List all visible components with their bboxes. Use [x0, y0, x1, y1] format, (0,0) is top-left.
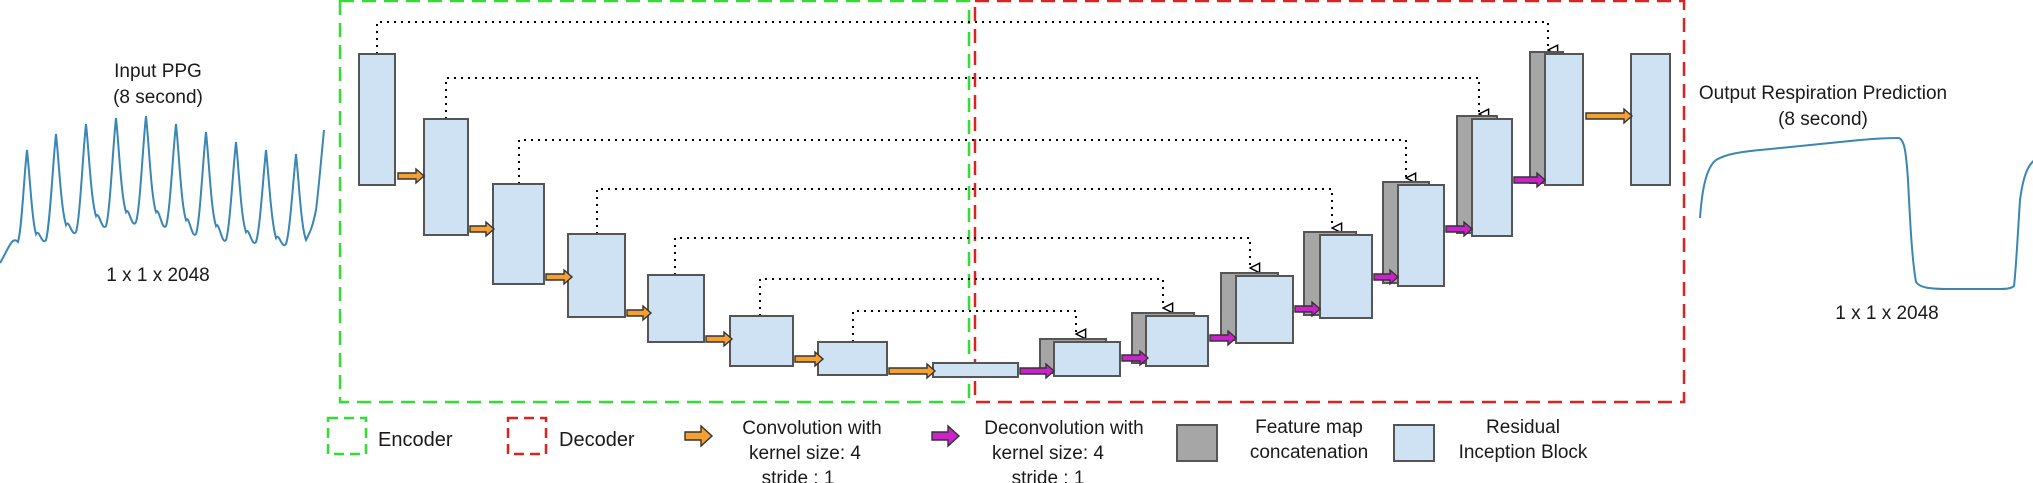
decoder-block-5: [1397, 184, 1445, 287]
skip-connection-6: [759, 278, 1163, 316]
skip-connection-4: [596, 188, 1332, 234]
legend-encoder-label: Encoder: [378, 429, 453, 451]
legend-block-swatch: [1393, 424, 1435, 462]
encoder-block-6: [729, 315, 794, 367]
legend-deconv-line2: kernel size: 4: [992, 443, 1104, 464]
decoder-block-6: [1471, 118, 1513, 237]
decoder-block-3: [1235, 275, 1294, 344]
skip-connection-3: [518, 139, 1406, 184]
conv-arrow-2: [469, 220, 496, 238]
legend-deconv-arrow: [931, 424, 961, 448]
encoder-block-5: [647, 274, 705, 343]
input-title-line1: Input PPG: [114, 61, 202, 82]
legend-decoder-label: Decoder: [559, 429, 635, 451]
conv-arrow-5: [705, 330, 734, 348]
encoder-block-4: [567, 233, 626, 318]
encoder-block-3: [492, 183, 545, 285]
skip-connections: [376, 21, 1548, 342]
output-title-line2: (8 second): [1778, 109, 1868, 130]
encoder-blocks: [358, 53, 1019, 378]
decoder-region: [973, 0, 1686, 404]
legend-conv-line2: kernel size: 4: [749, 443, 861, 464]
input-title-line2: (8 second): [113, 87, 203, 108]
legend-decoder-swatch: [506, 416, 548, 456]
deconv-arrow-3: [1209, 329, 1238, 347]
deconv-arrow-7: [1513, 171, 1547, 189]
legend-conv-line1: Convolution with: [742, 418, 881, 439]
deconvolution-arrows: [1019, 171, 1547, 380]
skip-connection-5: [674, 237, 1250, 275]
deconv-arrow-2: [1121, 349, 1150, 367]
conv-arrow-6: [794, 350, 825, 368]
conv-arrow-7: [888, 362, 937, 380]
legend-deconv-line3: stride : 1: [1012, 468, 1085, 483]
decoder-block-4: [1319, 234, 1373, 319]
legend-conv-line3: stride : 1: [762, 468, 835, 483]
deconv-arrow-6: [1445, 220, 1474, 238]
legend-concat-swatch: [1176, 424, 1218, 462]
legend-block-line2: Inception Block: [1459, 442, 1588, 463]
output-block: [1630, 53, 1671, 186]
decoder-blocks: [1053, 53, 1671, 377]
deconv-arrow-1: [1019, 362, 1056, 380]
decoder-block-7: [1544, 53, 1584, 186]
output-respiration-signal: [1699, 136, 2033, 290]
encoder-block-1: [358, 53, 396, 186]
input-ppg-signal: [0, 115, 325, 264]
input-shape-label: 1 x 1 x 2048: [106, 265, 210, 286]
skip-connection-1: [376, 21, 1548, 54]
conv-arrow-3: [545, 268, 574, 286]
output-shape-label: 1 x 1 x 2048: [1835, 303, 1939, 324]
encoder-block-2: [423, 118, 469, 236]
skip-connection-7: [852, 310, 1076, 342]
convolution-arrows: [397, 107, 1634, 380]
legend-concat-line1: Feature map: [1255, 417, 1363, 438]
decoder-block-1: [1053, 341, 1121, 377]
encoder-region: [338, 0, 971, 404]
conv-arrow-output: [1585, 107, 1634, 125]
legend-encoder-swatch: [326, 416, 368, 456]
output-title-line1: Output Respiration Prediction: [1699, 83, 1947, 104]
legend: Encoder Decoder Convolution with kernel …: [326, 416, 1588, 483]
legend-deconv-line1: Deconvolution with: [984, 418, 1143, 439]
legend-concat-line2: concatenation: [1250, 442, 1368, 463]
deconv-arrow-4: [1294, 300, 1322, 318]
bottleneck-block: [932, 362, 1019, 378]
legend-block-line1: Residual: [1486, 417, 1560, 438]
conv-arrow-1: [397, 167, 426, 185]
deconv-arrow-5: [1373, 268, 1400, 286]
conv-arrow-4: [626, 304, 653, 322]
decoder-block-2: [1145, 315, 1209, 367]
encoder-block-7: [817, 341, 888, 376]
skip-connection-2: [445, 77, 1479, 119]
legend-conv-arrow: [684, 424, 714, 448]
